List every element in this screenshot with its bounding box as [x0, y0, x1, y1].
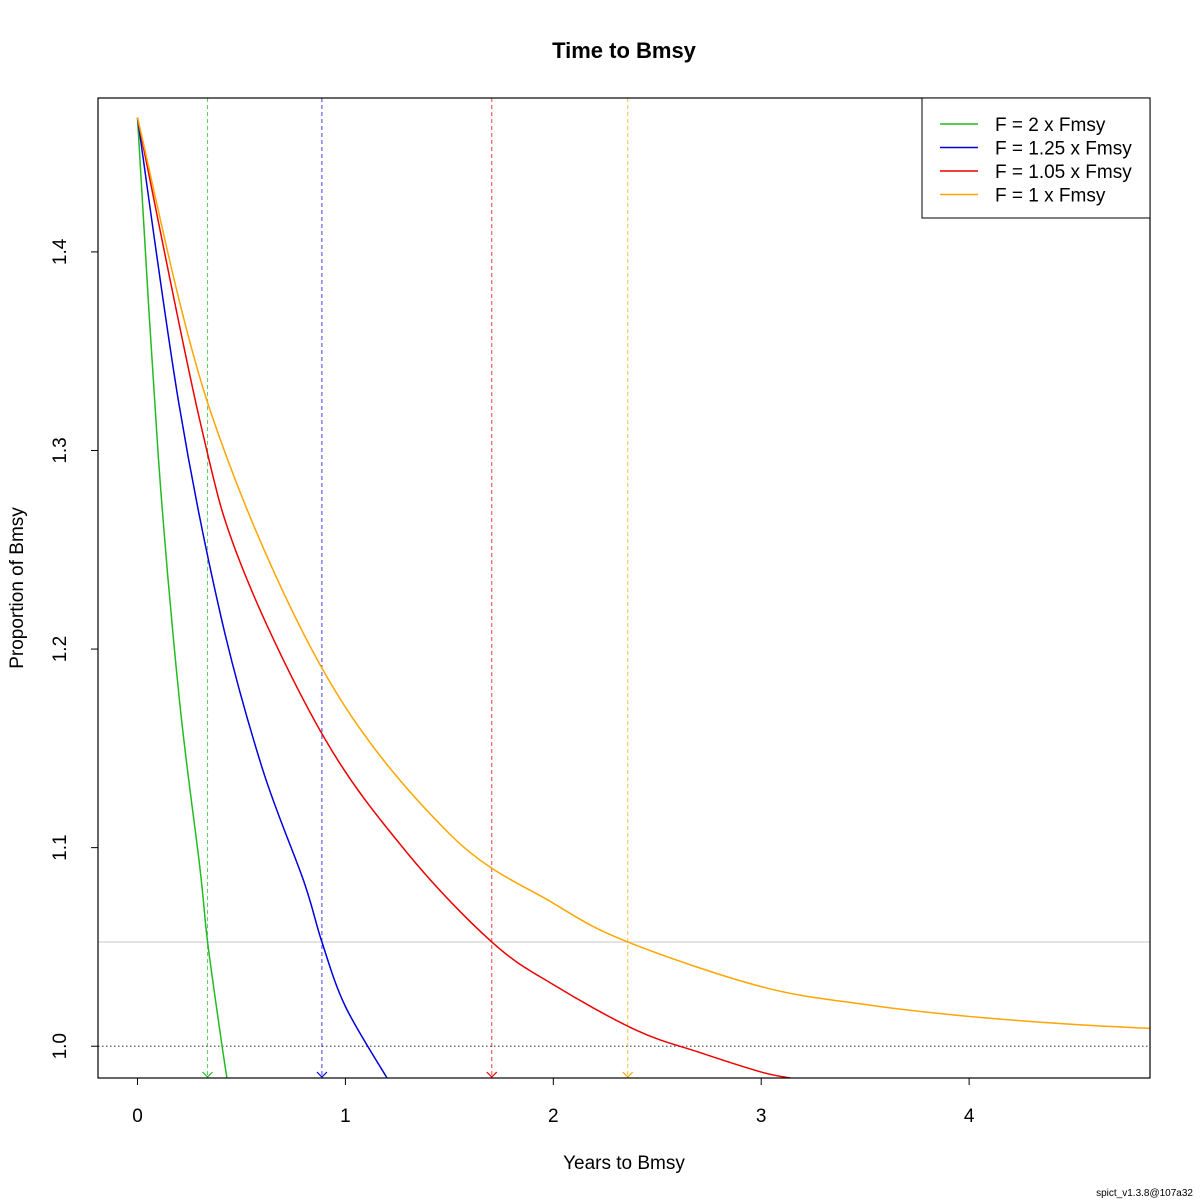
x-tick-label: 4	[964, 1106, 975, 1127]
legend-box	[921, 97, 1151, 219]
legend-label-f-1-x-fmsy: F = 1 x Fmsy	[995, 186, 1106, 207]
y-tick-label: 1.0	[50, 1033, 71, 1059]
y-tick-label: 1.2	[50, 636, 71, 662]
time-to-bmsy-lines	[207, 98, 629, 1078]
x-tick-label: 2	[548, 1106, 559, 1127]
time-arrow-f-1-25-x-fmsy	[316, 1071, 328, 1078]
time-arrow-f-1-x-fmsy	[622, 1071, 634, 1078]
x-tick-label: 0	[132, 1106, 143, 1127]
time-arrow-f-1-05-x-fmsy	[486, 1071, 498, 1078]
x-tick-label: 3	[756, 1106, 767, 1127]
y-tick-label: 1.4	[50, 238, 71, 265]
legend-label-f-1-25-x-fmsy: F = 1.25 x Fmsy	[995, 139, 1132, 160]
legend-label-f-1-05-x-fmsy: F = 1.05 x Fmsy	[995, 162, 1132, 183]
series-line-f-2-x-fmsy	[136, 117, 228, 1078]
series-line-f-1-x-fmsy	[136, 117, 1150, 1030]
x-axis-label: Years to Bmsy	[563, 1153, 685, 1174]
x-tick-label: 1	[340, 1106, 351, 1127]
time-arrow-f-2-x-fmsy	[202, 1071, 213, 1078]
y-tick-label: 1.1	[50, 834, 71, 860]
footer-version: spict_v1.3.8@107a32	[1096, 1188, 1193, 1199]
y-axis-label: Proportion of Bmsy	[7, 507, 28, 669]
x-axis: 0 1 2 3 4	[132, 1077, 975, 1127]
y-tick-label: 1.3	[50, 437, 71, 463]
reference-lines	[98, 940, 1150, 1047]
series-line-f-1-25-x-fmsy	[136, 117, 388, 1078]
series-curves	[136, 117, 1150, 1078]
chart-title: Time to Bmsy	[552, 38, 697, 63]
legend-label-f-2-x-fmsy: F = 2 x Fmsy	[995, 115, 1106, 136]
time-to-bmsy-arrows	[202, 1071, 634, 1078]
series-line-f-1-05-x-fmsy	[136, 117, 791, 1078]
y-axis: 1.0 1.1 1.2 1.3 1.4	[50, 238, 99, 1059]
